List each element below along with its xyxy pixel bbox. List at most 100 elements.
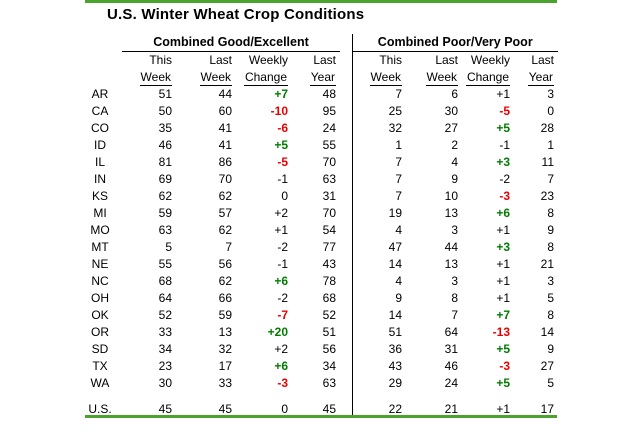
gap-row	[78, 391, 558, 401]
table-row: AR 51 44 +7 48 7 6 +1 3	[78, 85, 558, 103]
good_excellent-this_week-cell: 64	[158, 290, 172, 305]
poor_very_poor-last_week-cell: 44	[444, 239, 458, 254]
poor_very_poor-this_week-cell: 7	[351, 170, 406, 188]
table-row: MO 63 62 +1 54 4 3 +1 9	[78, 221, 558, 239]
poor_very_poor-weekly_change-cell: +1	[496, 401, 510, 416]
state-cell: MO	[90, 222, 110, 237]
table-row: OR 33 13 +20 51 51 64 -13 14	[78, 323, 558, 341]
crop-table-body: AR 51 44 +7 48 7 6 +1 3 CA 50 60 -10 95 25 30 -5 0 CO 35 41-…	[78, 85, 558, 418]
good_excellent-last_year-cell: 56	[322, 341, 336, 356]
col-header-ge-this: This	[149, 52, 172, 67]
good_excellent-this_week-cell: 30	[158, 375, 172, 390]
good_excellent-last_year-cell: 52	[322, 307, 336, 322]
underlined-label: Year	[527, 69, 554, 86]
good_excellent-this_week-cell: 59	[158, 205, 172, 220]
empty-cell	[514, 392, 558, 401]
col-header-ge-year: Year	[292, 69, 340, 86]
col-header-ge-lastyr: Last	[313, 52, 336, 67]
col-header-pv-change: Change	[462, 69, 514, 86]
good_excellent-weekly_change-cell: -3	[277, 375, 288, 390]
section-gap	[340, 307, 352, 324]
table-row: CO 35 41 -6 24 32 27 +5 28	[78, 119, 558, 137]
poor_very_poor-last_year-cell: 28	[540, 120, 554, 135]
col-header-pv-this: This	[351, 51, 406, 69]
poor_very_poor-weekly_change-cell: -1	[499, 137, 510, 152]
poor_very_poor-this_week-cell: 51	[351, 323, 406, 341]
empty-cell	[292, 392, 340, 401]
poor_very_poor-last_week-cell: 30	[444, 103, 458, 118]
poor_very_poor-weekly_change-cell: +1	[496, 290, 510, 305]
poor_very_poor-weekly_change-cell: -5	[499, 103, 510, 118]
empty-cell	[78, 69, 122, 86]
col-header-ge-change: Change	[236, 69, 292, 86]
good_excellent-last_year-cell: 55	[322, 137, 336, 152]
top-rule	[85, 0, 557, 3]
good_excellent-last_week-cell: 17	[218, 358, 232, 373]
col-header-pv-week1: Week	[351, 68, 406, 86]
poor_very_poor-last_year-cell: 1	[547, 137, 554, 152]
good_excellent-last_week-cell: 62	[218, 222, 232, 237]
empty-cell	[122, 392, 176, 401]
poor_very_poor-last_week-cell: 31	[444, 341, 458, 356]
poor_very_poor-this_week-cell: 7	[351, 153, 406, 171]
good_excellent-last_week-cell: 32	[218, 341, 232, 356]
good_excellent-this_week-cell: 52	[158, 307, 172, 322]
poor_very_poor-weekly_change-cell: +1	[496, 222, 510, 237]
good_excellent-this_week-cell: 35	[158, 120, 172, 135]
section-header-good-excellent: Combined Good/Excellent	[122, 34, 340, 52]
poor_very_poor-last_week-cell: 13	[444, 256, 458, 271]
state-cell: WA	[90, 375, 110, 390]
poor_very_poor-this_week-cell: 14	[351, 306, 406, 324]
good_excellent-this_week-cell: 50	[158, 103, 172, 118]
poor_very_poor-weekly_change-cell: +7	[496, 307, 510, 322]
good_excellent-weekly_change-cell: -10	[270, 103, 288, 118]
section-gap	[340, 34, 352, 52]
poor_very_poor-weekly_change-cell: +1	[496, 86, 510, 101]
good_excellent-last_week-cell: 41	[218, 137, 232, 152]
underlined-label: Week	[425, 69, 458, 86]
poor_very_poor-last_week-cell: 24	[444, 375, 458, 390]
poor_very_poor-this_week-cell: 22	[351, 400, 406, 418]
good_excellent-last_week-cell: 70	[218, 171, 232, 186]
poor_very_poor-last_week-cell: 10	[444, 188, 458, 203]
good_excellent-last_year-cell: 70	[322, 154, 336, 169]
good_excellent-weekly_change-cell: -2	[277, 290, 288, 305]
good_excellent-last_year-cell: 51	[322, 324, 336, 339]
poor_very_poor-weekly_change-cell: +3	[496, 154, 510, 169]
poor_very_poor-last_year-cell: 9	[547, 222, 554, 237]
state-cell: IN	[94, 171, 106, 186]
col-header-ge-week2: Week	[176, 69, 236, 86]
section-header-poor-very-poor: Combined Poor/Very Poor	[351, 34, 558, 52]
poor_very_poor-last_year-cell: 21	[540, 256, 554, 271]
poor_very_poor-last_week-cell: 8	[451, 290, 458, 305]
underlined-label: Week	[139, 69, 172, 86]
state-cell: OR	[91, 324, 109, 339]
good_excellent-last_year-cell: 63	[322, 171, 336, 186]
crop-conditions-table: Combined Good/Excellent Combined Poor/Ve…	[78, 34, 558, 418]
good_excellent-weekly_change-cell: +2	[274, 341, 288, 356]
state-column-header	[78, 34, 122, 52]
table-row: MI 59 57 +2 70 19 13 +6 8	[78, 204, 558, 222]
poor_very_poor-this_week-cell: 32	[351, 119, 406, 137]
poor_very_poor-last_year-cell: 11	[541, 154, 554, 169]
good_excellent-last_week-cell: 56	[218, 256, 232, 271]
good_excellent-last_week-cell: 86	[218, 154, 232, 169]
underlined-label: Change	[465, 69, 510, 86]
good_excellent-last_year-cell: 54	[322, 222, 336, 237]
section-gap	[340, 103, 352, 120]
good_excellent-weekly_change-cell: +20	[267, 324, 288, 339]
poor_very_poor-last_week-cell: 4	[451, 154, 458, 169]
col-header-pv-weekly: Weekly	[470, 52, 510, 67]
section-gap	[340, 341, 352, 358]
poor_very_poor-last_week-cell: 21	[444, 401, 458, 416]
good_excellent-this_week-cell: 23	[158, 358, 172, 373]
good_excellent-this_week-cell: 68	[158, 273, 172, 288]
good_excellent-weekly_change-cell: +1	[274, 222, 288, 237]
poor_very_poor-last_week-cell: 3	[451, 273, 458, 288]
state-cell: MI	[93, 205, 107, 220]
good_excellent-last_week-cell: 33	[218, 375, 232, 390]
poor_very_poor-this_week-cell: 1	[351, 136, 406, 154]
good_excellent-last_year-cell: 24	[322, 120, 336, 135]
good_excellent-this_week-cell: 55	[158, 256, 172, 271]
good_excellent-last_week-cell: 57	[218, 205, 232, 220]
